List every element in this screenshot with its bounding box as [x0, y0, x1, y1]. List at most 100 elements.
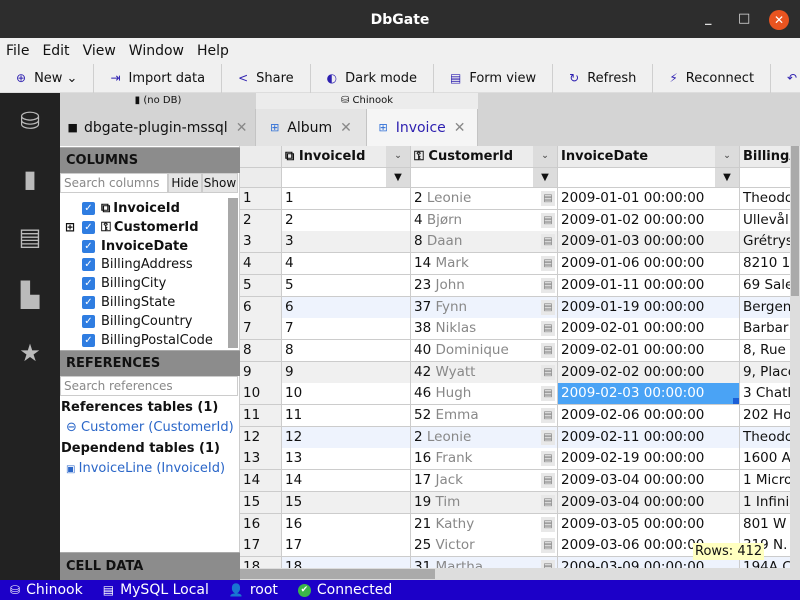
column-header-customerid[interactable]: ⚿ CustomerId ⌄	[411, 146, 558, 168]
filter-input[interactable]: ▼	[282, 168, 411, 188]
file-icon[interactable]: ▮	[23, 165, 37, 193]
form-link-icon[interactable]: ▤	[541, 559, 555, 568]
table-cell[interactable]: 2 Leonie ▤	[411, 426, 558, 449]
table-cell[interactable]: 1 Micro	[740, 470, 800, 493]
tab-album[interactable]: ⊞ Album ✕	[256, 109, 367, 146]
checkbox[interactable]: ✓	[82, 239, 95, 253]
checkbox[interactable]: ✓	[82, 314, 95, 328]
form-link-icon[interactable]: ▤	[541, 364, 555, 380]
maximize-button[interactable]: □	[738, 11, 751, 26]
table-cell[interactable]: 2009-01-01 00:00:00	[558, 188, 740, 210]
table-cell[interactable]: Bergen	[740, 296, 800, 319]
expand-icon[interactable]: ⊞	[65, 220, 76, 235]
share-button[interactable]: < Share	[222, 63, 311, 93]
table-cell[interactable]: Theodo	[740, 426, 800, 449]
column-item[interactable]: ✓ BillingPostalCode	[82, 331, 213, 350]
table-cell[interactable]: 16	[282, 513, 411, 536]
table-cell[interactable]: 2009-01-03 00:00:00	[558, 231, 740, 254]
table-cell[interactable]: 7	[282, 318, 411, 341]
filter-icon[interactable]: ▼	[715, 168, 739, 187]
table-cell[interactable]: 1600 A	[740, 448, 800, 471]
table-cell[interactable]: 13	[282, 448, 411, 471]
table-cell[interactable]: 17	[282, 535, 411, 558]
column-item[interactable]: ✓ BillingCountry	[82, 312, 193, 331]
table-cell[interactable]: 40 Dominique ▤	[411, 339, 558, 362]
form-link-icon[interactable]: ▤	[541, 494, 555, 510]
import-button[interactable]: ⇥ Import data	[94, 63, 223, 93]
table-cell[interactable]: 16 Frank ▤	[411, 448, 558, 471]
table-cell[interactable]: 2009-02-01 00:00:00	[558, 339, 740, 362]
table-cell[interactable]: 18	[282, 556, 411, 568]
table-cell[interactable]: 14 Mark ▤	[411, 253, 558, 276]
table-cell[interactable]: 8	[282, 339, 411, 362]
form-link-icon[interactable]: ▤	[541, 516, 555, 532]
selection-handle[interactable]	[733, 398, 739, 405]
filter-icon[interactable]: ▼	[533, 168, 557, 187]
table-cell[interactable]: 2009-03-09 00:00:00	[558, 556, 740, 568]
form-link-icon[interactable]: ▤	[541, 256, 555, 272]
reconnect-button[interactable]: ⚡ Reconnect	[653, 63, 772, 93]
table-cell[interactable]: 46 Hugh ▤	[411, 383, 558, 406]
table-cell[interactable]: 2009-03-04 00:00:00	[558, 491, 740, 514]
menu-help[interactable]: Help	[197, 43, 229, 59]
star-icon[interactable]: ★	[19, 339, 41, 367]
table-cell[interactable]: 23 John ▤	[411, 274, 558, 297]
table-cell[interactable]: 8 Daan ▤	[411, 231, 558, 254]
table-cell[interactable]: 202 Ho	[740, 405, 800, 427]
columns-scrollbar[interactable]	[228, 198, 238, 348]
column-item[interactable]: ✓ BillingState	[82, 293, 175, 312]
table-cell[interactable]: Ullevål	[740, 209, 800, 232]
scroll-thumb[interactable]	[791, 146, 799, 296]
table-cell[interactable]: 42 Wyatt ▤	[411, 361, 558, 384]
menu-window[interactable]: Window	[128, 43, 184, 59]
tab-invoice[interactable]: ⊞ Invoice ✕	[367, 109, 478, 146]
table-cell[interactable]: 2009-01-06 00:00:00	[558, 253, 740, 276]
database-icon[interactable]: ⛁	[19, 107, 41, 135]
table-cell[interactable]: 17 Jack ▤	[411, 470, 558, 493]
chevron-down-icon[interactable]: ⌄	[386, 146, 410, 167]
tab-dbgate-plugin-mssql[interactable]: ■ dbgate-plugin-mssql ✕	[60, 109, 256, 146]
close-tab-icon[interactable]: ✕	[453, 119, 466, 136]
filter-input[interactable]: ▼	[558, 168, 740, 188]
column-header-invoiceid[interactable]: ⧉ InvoiceId ⌄	[282, 146, 411, 168]
table-cell[interactable]: 9, Place	[740, 361, 800, 384]
table-cell[interactable]: 2009-02-03 00:00:00	[558, 383, 740, 406]
minimize-button[interactable]: _	[705, 11, 712, 26]
table-cell[interactable]: 1 Infini	[740, 491, 800, 514]
column-header-billinga[interactable]: BillingA	[740, 146, 800, 168]
refresh-button[interactable]: ↻ Refresh	[553, 63, 654, 93]
new-button[interactable]: ⊕ New ⌄	[0, 63, 95, 93]
table-cell[interactable]: 31 Martha ▤	[411, 556, 558, 568]
table-cell[interactable]: Barbar	[740, 318, 800, 341]
horizontal-scrollbar[interactable]	[240, 568, 800, 580]
table-cell[interactable]: 4 Bjørn ▤	[411, 209, 558, 232]
table-cell[interactable]: 21 Kathy ▤	[411, 513, 558, 536]
checkbox[interactable]: ✓	[82, 202, 95, 215]
table-cell[interactable]: 52 Emma ▤	[411, 405, 558, 427]
dark-button[interactable]: ◐ Dark mode	[311, 63, 434, 93]
table-cell[interactable]: 15	[282, 491, 411, 514]
checkbox[interactable]: ✓	[82, 333, 95, 347]
form-link-icon[interactable]: ▤	[541, 212, 555, 228]
table-cell[interactable]: 14	[282, 470, 411, 493]
table-cell[interactable]: 2009-03-04 00:00:00	[558, 470, 740, 493]
reference-link-invoiceline[interactable]: ▣ InvoiceLine (InvoiceId)	[66, 461, 225, 476]
table-cell[interactable]: 1	[282, 188, 411, 210]
undo-button[interactable]: ↶Undo	[771, 64, 800, 93]
show-button[interactable]: Show	[202, 173, 238, 193]
form-link-icon[interactable]: ▤	[541, 321, 555, 337]
filter-input[interactable]: ▼	[411, 168, 558, 188]
table-cell[interactable]: 2009-01-11 00:00:00	[558, 274, 740, 297]
table-cell[interactable]: 2009-02-19 00:00:00	[558, 448, 740, 471]
search-references-input[interactable]: Search references	[60, 376, 238, 396]
close-tab-icon[interactable]: ✕	[235, 119, 248, 136]
table-cell[interactable]: 4	[282, 253, 411, 276]
table-cell[interactable]: 5	[282, 274, 411, 297]
table-cell[interactable]: 25 Victor ▤	[411, 535, 558, 558]
close-tab-icon[interactable]: ✕	[340, 119, 352, 136]
table-cell[interactable]: 2 Leonie ▤	[411, 188, 558, 210]
table-cell[interactable]: 6	[282, 296, 411, 319]
search-columns-input[interactable]: Search columns	[60, 173, 168, 193]
table-cell[interactable]: 37 Fynn ▤	[411, 296, 558, 319]
form-link-icon[interactable]: ▤	[541, 386, 555, 402]
